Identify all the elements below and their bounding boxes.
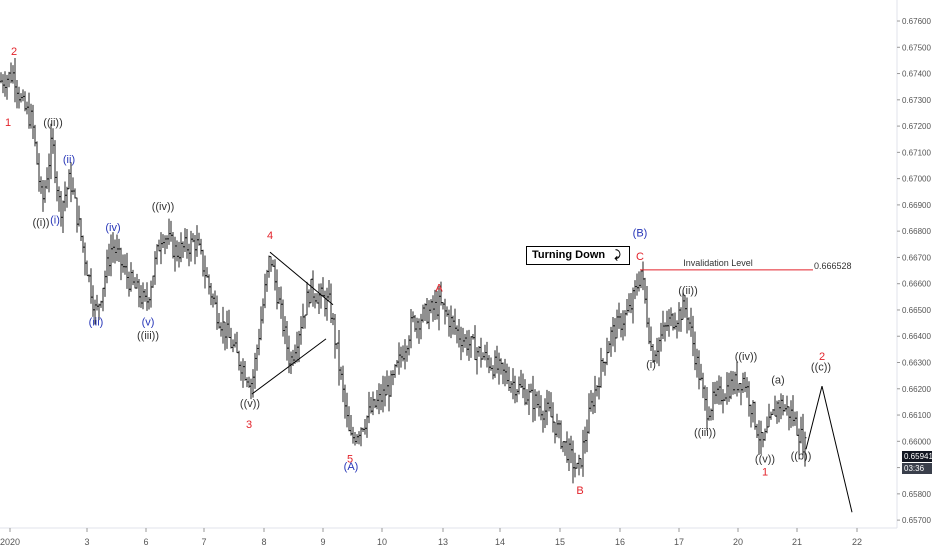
wave-label: ((iv)): [152, 201, 175, 213]
price-tick-label: 0.66400: [902, 332, 931, 341]
chart-overlays: Invalidation Level 0.666528: [251, 251, 853, 513]
time-tick-label: 21: [792, 537, 802, 547]
wave-label: ((iii)): [694, 427, 716, 439]
wave-label: B: [576, 485, 583, 497]
price-tick-label: 0.66200: [902, 385, 931, 394]
triangle-trendline: [251, 338, 327, 395]
price-tick-label: 0.67200: [902, 122, 931, 131]
wave-label: 4: [267, 230, 273, 242]
price-tick-label: 0.67600: [902, 17, 931, 26]
countdown-value: 03:36: [904, 463, 925, 473]
time-tick-label: 9: [320, 537, 325, 547]
price-tick-label: 0.65800: [902, 490, 931, 499]
price-tick-label: 0.65700: [902, 516, 931, 525]
wave-label: (a): [771, 375, 784, 387]
wave-label: (i): [646, 359, 656, 371]
trend-down-arrow-icon: ⤸: [614, 249, 621, 261]
wave-label: ((iii)): [137, 330, 159, 342]
wave-label: 1: [762, 466, 768, 478]
wave-label: ((iv)): [735, 351, 758, 363]
time-tick-label: 22: [852, 537, 862, 547]
wave-label: (i): [50, 214, 60, 226]
price-tick-label: 0.67300: [902, 96, 931, 105]
wave-label: 1: [5, 117, 11, 129]
time-tick-label: 2020: [0, 537, 20, 547]
time-tick-label: 17: [674, 537, 684, 547]
time-tick-label: 15: [555, 537, 565, 547]
time-tick-label: 20: [733, 537, 743, 547]
time-tick-label: 3: [84, 537, 89, 547]
callout-text: Turning Down: [532, 249, 606, 261]
wave-label: (A): [344, 461, 359, 473]
wave-label: (ii): [63, 154, 75, 166]
price-tick-label: 0.67400: [902, 70, 931, 79]
price-tick-label: 0.66600: [902, 280, 931, 289]
wave-label: ((i)): [32, 217, 49, 229]
price-tick-label: 0.67500: [902, 43, 931, 52]
invalidation-value: 0.666528: [814, 261, 852, 271]
wave-label: (iii): [89, 317, 104, 329]
last-price-badge: 0.65941: [902, 450, 932, 462]
wave-label: ((ii)): [678, 285, 698, 297]
wave-label: ((ii)): [43, 117, 63, 129]
time-tick-label: 8: [261, 537, 266, 547]
time-axis: 2020 3 6 7 8 9 10 13 14 15 16 17 20 21 22: [0, 527, 897, 547]
countdown-badge: 03:36: [902, 462, 932, 474]
last-price-value: 0.65941: [904, 451, 932, 461]
wave-label: 2: [11, 46, 17, 58]
wave-label: ((v)): [240, 398, 260, 410]
price-tick-label: 0.67000: [902, 175, 931, 184]
wave-label: (B): [633, 227, 648, 239]
price-tick-label: 0.66000: [902, 437, 931, 446]
turning-down-callout: Turning Down ⤸: [526, 246, 630, 265]
time-tick-label: 6: [143, 537, 148, 547]
price-tick-label: 0.66500: [902, 306, 931, 315]
price-tick-label: 0.66900: [902, 201, 931, 210]
ohlc-bars: [0, 58, 807, 484]
triangle-trendline: [269, 251, 334, 306]
wave-label: 5: [347, 453, 353, 465]
wave-label: A: [435, 283, 443, 295]
wave-label: (v): [142, 317, 155, 329]
time-tick-label: 16: [615, 537, 625, 547]
price-tick-label: 0.66700: [902, 253, 931, 262]
wave-label: ((c)): [811, 361, 831, 373]
wave-label: 2: [819, 351, 825, 363]
wave-label: (iv): [105, 222, 120, 234]
wave-label: ((v)): [755, 453, 775, 465]
price-tick-label: 0.66100: [902, 411, 931, 420]
time-tick-label: 7: [201, 537, 206, 547]
wave-label: C: [636, 251, 644, 263]
wave-label: ((b)): [791, 451, 812, 463]
time-tick-label: 14: [495, 537, 505, 547]
invalidation-label: Invalidation Level: [683, 258, 753, 268]
price-tick-label: 0.67100: [902, 148, 931, 157]
price-axis: 0.67600 0.67500 0.67400 0.67300 0.67200 0.671…: [896, 0, 931, 528]
wave-label: 3: [246, 419, 252, 431]
price-tick-label: 0.66300: [902, 359, 931, 368]
projection-path: [805, 386, 853, 513]
wave-labels: 12((i)) (i)((ii))(ii)(iii)(iv)(v)((iii))(…: [5, 46, 831, 497]
price-tick-label: 0.66800: [902, 227, 931, 236]
time-tick-label: 10: [377, 537, 387, 547]
time-tick-label: 13: [438, 537, 448, 547]
